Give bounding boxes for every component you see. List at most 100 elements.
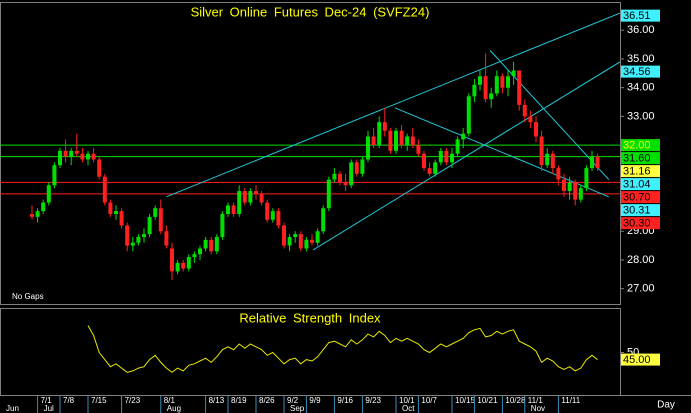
candle-body bbox=[399, 130, 404, 146]
candle-body bbox=[550, 153, 555, 169]
candle-body bbox=[153, 208, 158, 217]
month-label: Jun bbox=[6, 404, 19, 413]
candle-body bbox=[562, 179, 566, 192]
candle-body bbox=[517, 70, 522, 105]
candle-body bbox=[142, 234, 146, 237]
candle-body bbox=[450, 153, 454, 163]
candle-body bbox=[298, 234, 303, 249]
trendline bbox=[394, 107, 609, 198]
candle-body bbox=[354, 162, 359, 174]
candle-body bbox=[242, 191, 247, 203]
candle-body bbox=[63, 150, 68, 157]
price-plot bbox=[0, 12, 620, 281]
candle-body bbox=[416, 145, 421, 154]
candle-body bbox=[186, 257, 191, 269]
candle-body bbox=[511, 70, 516, 77]
price-panel bbox=[0, 2, 621, 305]
x-tick-label: 9/9 bbox=[309, 396, 321, 405]
candle-body bbox=[86, 153, 90, 160]
price-marker-label: 30.31 bbox=[623, 205, 651, 217]
period-label: Day bbox=[657, 400, 675, 411]
rsi-title: Relative Strength Index bbox=[239, 310, 381, 325]
price-marker-label: 36.51 bbox=[623, 10, 651, 22]
trendline bbox=[489, 50, 610, 180]
candle-body bbox=[125, 225, 130, 246]
candle-body bbox=[52, 165, 57, 186]
x-tick-label: 9/2 bbox=[287, 396, 299, 405]
candle-body bbox=[136, 236, 141, 243]
candle-body bbox=[170, 248, 174, 272]
price-marker bbox=[621, 152, 660, 165]
x-tick-label: 7/23 bbox=[125, 396, 141, 405]
candle-body bbox=[209, 239, 214, 252]
candle-body bbox=[35, 211, 40, 217]
candle-body bbox=[282, 225, 286, 246]
candle-body bbox=[366, 136, 370, 160]
candle-body bbox=[444, 150, 449, 163]
y-tick-label: 33.00 bbox=[627, 110, 655, 122]
candle-body bbox=[248, 191, 253, 203]
candle-body bbox=[584, 168, 589, 189]
candle-body bbox=[203, 239, 208, 249]
candle-body bbox=[259, 193, 264, 203]
month-label: Oct bbox=[402, 404, 415, 413]
price-marker-label: 34.56 bbox=[623, 66, 651, 78]
candle-body bbox=[567, 182, 572, 192]
candle-body bbox=[455, 139, 460, 154]
candle-body bbox=[164, 231, 169, 246]
y-tick-label: 36.00 bbox=[627, 24, 655, 36]
candle-body bbox=[315, 231, 320, 243]
candle-body bbox=[310, 239, 314, 243]
candle-body bbox=[46, 185, 51, 203]
candle-body bbox=[30, 214, 34, 217]
candle-body bbox=[545, 153, 550, 166]
candle-body bbox=[181, 262, 186, 269]
x-tick-label: 10/7 bbox=[421, 396, 437, 405]
chart-title: Silver Online Futures Dec-24 (SVFZ24) bbox=[191, 4, 430, 19]
price-marker bbox=[621, 139, 660, 152]
month-label: Nov bbox=[531, 404, 545, 413]
candle-body bbox=[590, 156, 594, 169]
x-tick-label: 11/1 bbox=[528, 396, 544, 405]
candle-body bbox=[427, 168, 432, 174]
candle-body bbox=[472, 84, 477, 97]
candle-body bbox=[192, 254, 197, 258]
candle-body bbox=[438, 150, 443, 163]
x-tick-label: 7/1 bbox=[41, 396, 53, 405]
candle-body bbox=[522, 104, 527, 117]
candle-body bbox=[80, 153, 85, 160]
x-tick-label: 8/1 bbox=[164, 396, 176, 405]
note: No Gaps bbox=[12, 292, 44, 301]
candle-body bbox=[377, 122, 382, 146]
candle-body bbox=[595, 156, 600, 169]
month-label: Aug bbox=[167, 404, 181, 413]
candle-body bbox=[528, 116, 533, 123]
candle-body bbox=[276, 211, 281, 226]
price-marker-label: 31.04 bbox=[623, 179, 651, 191]
candle-body bbox=[69, 150, 74, 157]
price-marker bbox=[621, 65, 660, 78]
candle-body bbox=[158, 208, 163, 232]
candle-body bbox=[422, 153, 426, 169]
candle-body bbox=[573, 182, 578, 200]
candle-body bbox=[321, 208, 326, 232]
x-tick-label: 9/23 bbox=[365, 396, 381, 405]
candle-body bbox=[108, 202, 113, 215]
x-tick-label: 11/11 bbox=[561, 396, 580, 405]
rsi-line bbox=[87, 325, 598, 373]
candle-body bbox=[371, 136, 376, 146]
x-tick-label: 9/16 bbox=[337, 396, 353, 405]
rsi-marker bbox=[621, 353, 660, 366]
rsi-marker-label: 45.00 bbox=[623, 354, 651, 366]
candle-body bbox=[506, 76, 510, 88]
x-tick-label: 10/1 bbox=[399, 396, 415, 405]
candle-body bbox=[147, 216, 152, 235]
price-marker-label: 31.60 bbox=[623, 153, 651, 165]
price-marker-label: 31.16 bbox=[623, 166, 651, 178]
candle-body bbox=[410, 136, 415, 146]
candle-body bbox=[102, 176, 107, 203]
candle-body bbox=[483, 76, 488, 100]
price-marker bbox=[621, 9, 660, 22]
x-tick-label: 8/13 bbox=[209, 396, 225, 405]
